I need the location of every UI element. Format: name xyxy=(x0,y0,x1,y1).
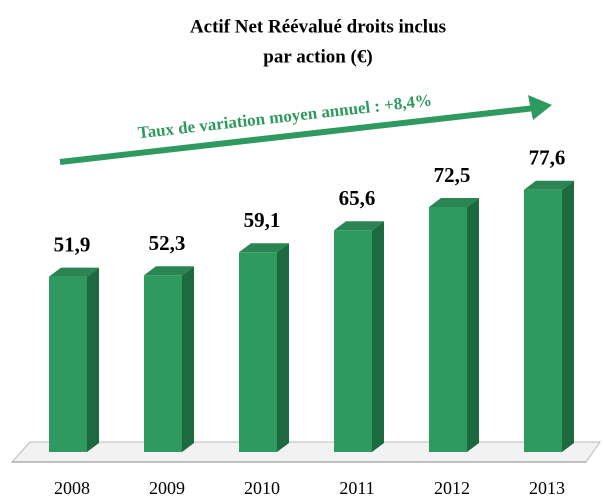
bar-top xyxy=(239,243,289,253)
bar-top xyxy=(144,266,194,276)
bar-side xyxy=(372,221,384,452)
x-tick-label: 2010 xyxy=(244,478,280,498)
arrow-head xyxy=(528,95,552,120)
x-tick-label: 2008 xyxy=(54,478,90,498)
value-label: 72,5 xyxy=(434,163,471,187)
value-label: 65,6 xyxy=(339,186,376,210)
bar-top xyxy=(334,221,384,231)
bar xyxy=(49,276,87,452)
bar xyxy=(524,189,562,452)
floor xyxy=(10,441,601,463)
x-tick-label: 2012 xyxy=(434,478,470,498)
trend-arrow xyxy=(59,105,536,165)
bar-side xyxy=(562,180,574,452)
bar-top xyxy=(429,197,479,207)
bar-side xyxy=(277,243,289,452)
bar xyxy=(239,252,277,452)
bar xyxy=(144,275,182,452)
chart-title: par action (€) xyxy=(263,46,372,67)
value-label: 77,6 xyxy=(529,146,566,170)
value-label: 59,1 xyxy=(244,208,281,232)
bar-top xyxy=(49,267,99,277)
bar-top xyxy=(524,180,574,190)
x-tick-label: 2009 xyxy=(149,478,185,498)
bar xyxy=(429,206,467,452)
bar-side xyxy=(87,267,99,452)
bar-side xyxy=(182,266,194,452)
x-tick-label: 2013 xyxy=(529,478,565,498)
value-label: 51,9 xyxy=(54,232,91,256)
x-tick-label: 2011 xyxy=(339,478,374,498)
bar-side xyxy=(467,197,479,452)
bar xyxy=(334,230,372,452)
chart-title: Actif Net Réévalué droits inclus xyxy=(190,16,446,37)
value-label: 52,3 xyxy=(149,231,186,255)
